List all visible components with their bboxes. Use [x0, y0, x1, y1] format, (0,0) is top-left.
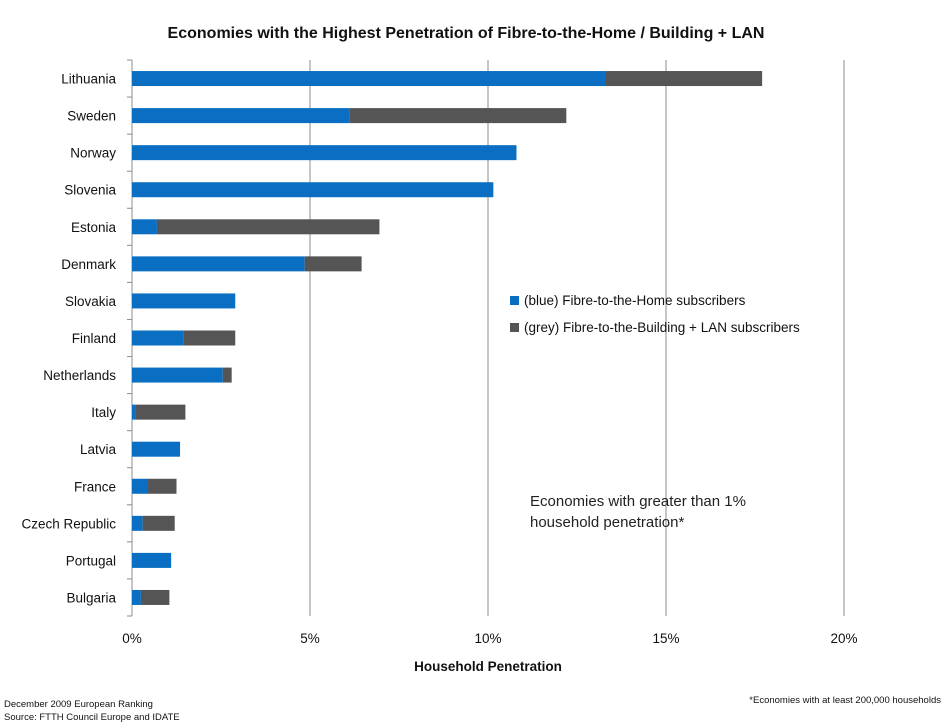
bar-ftth-lithuania	[132, 71, 606, 87]
bars	[132, 71, 763, 605]
category-label: Lithuania	[61, 72, 116, 87]
legend-swatch-fttb-lan	[510, 323, 519, 332]
category-label: France	[74, 479, 116, 494]
bar-fttb-lan-estonia	[156, 219, 380, 235]
category-label: Bulgaria	[66, 590, 116, 605]
category-label: Denmark	[61, 257, 116, 272]
legend: (blue) Fibre-to-the-Home subscribers (gr…	[510, 293, 800, 335]
category-label: Czech Republic	[21, 516, 116, 531]
bar-ftth-sweden	[132, 108, 350, 124]
bar-fttb-lan-lithuania	[605, 71, 763, 87]
bar-fttb-lan-finland	[183, 330, 236, 346]
category-label: Latvia	[80, 442, 117, 457]
category-labels: Lithuania Sweden Norway Slovenia Estonia Denm…	[21, 72, 116, 606]
x-tick-label: 10%	[474, 631, 501, 646]
y-axis	[127, 59, 133, 617]
x-tick-label: 15%	[652, 631, 679, 646]
bar-fttb-lan-france	[148, 478, 177, 494]
bar-ftth-norway	[132, 145, 517, 161]
x-tick-label: 5%	[300, 631, 320, 646]
x-tick-labels: 0% 5% 10% 15% 20%	[122, 631, 857, 646]
category-label: Italy	[91, 405, 116, 420]
legend-label-ftth: (blue) Fibre-to-the-Home subscribers	[524, 293, 746, 308]
bar-ftth-bulgaria	[132, 589, 141, 605]
source-note: Source: FTTH Council Europe and IDATE	[4, 712, 180, 723]
x-tick-label: 0%	[122, 631, 142, 646]
bar-fttb-lan-czech-republic	[142, 515, 175, 531]
category-label: Sweden	[67, 109, 116, 124]
bar-ftth-netherlands	[132, 367, 223, 383]
annotation-line-1: Economies with greater than 1%	[530, 493, 746, 510]
bar-ftth-portugal	[132, 552, 172, 568]
category-label: Netherlands	[43, 368, 116, 383]
category-label: Estonia	[71, 220, 117, 235]
annotation-line-2: household penetration*	[530, 514, 684, 531]
bar-ftth-latvia	[132, 441, 181, 457]
category-label: Norway	[70, 146, 116, 161]
ranking-note: December 2009 European Ranking	[4, 699, 153, 710]
bar-ftth-czech-republic	[132, 515, 143, 531]
x-tick-label: 20%	[830, 631, 857, 646]
category-label: Slovenia	[64, 183, 116, 198]
bar-ftth-slovakia	[132, 293, 236, 309]
legend-swatch-fttH	[510, 296, 519, 305]
bar-fttb-lan-bulgaria	[140, 589, 170, 605]
legend-label-fttb-lan: (grey) Fibre-to-the-Building + LAN subsc…	[524, 320, 800, 335]
bar-fttb-lan-italy	[135, 404, 186, 420]
households-footnote: *Economies with at least 200,000 househo…	[749, 695, 941, 706]
category-label: Finland	[72, 331, 116, 346]
gridlines	[309, 60, 845, 616]
category-label: Portugal	[66, 553, 116, 568]
chart-title: Economies with the Highest Penetration o…	[168, 25, 765, 42]
bar-fttb-lan-netherlands	[222, 367, 232, 383]
bar-ftth-italy	[132, 404, 136, 420]
bar-ftth-france	[132, 478, 149, 494]
bar-fttb-lan-denmark	[304, 256, 362, 272]
bar-fttb-lan-sweden	[349, 108, 567, 124]
bar-ftth-slovenia	[132, 182, 494, 198]
bar-ftth-finland	[132, 330, 184, 346]
annotation: Economies with greater than 1% household…	[530, 493, 746, 531]
bar-ftth-denmark	[132, 256, 305, 272]
x-axis-title: Household Penetration	[414, 659, 562, 674]
bar-ftth-estonia	[132, 219, 157, 235]
category-label: Slovakia	[65, 294, 117, 309]
